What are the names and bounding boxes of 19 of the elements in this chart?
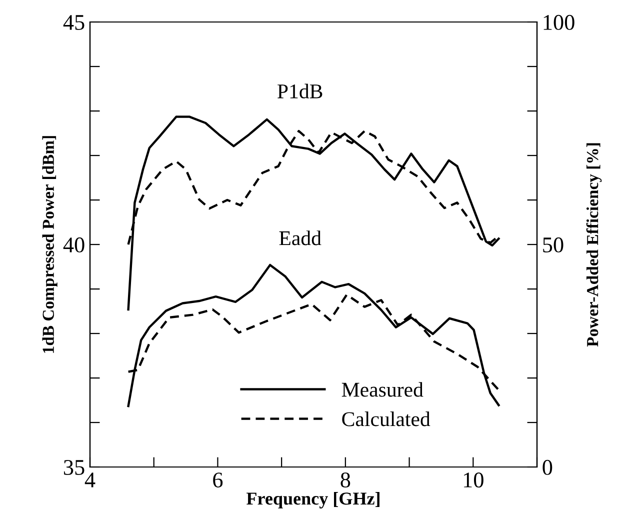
x-axis-title: Frequency [GHz] [246,492,380,508]
y2-tick-label: 0 [542,460,552,475]
y-tick-label: 35 [64,460,84,475]
y-axis-title: 1dB Compressed Power [dBm] [42,136,58,353]
x-tick-label: 8 [340,472,350,488]
x-tick-label: 6 [213,472,223,488]
x-tick-label: 4 [84,472,96,488]
y-tick-label: 45 [63,15,84,30]
y2-tick-label: 100 [544,14,574,30]
annotation: P1dB [278,84,322,98]
x-tick-label: 10 [464,472,484,488]
y2-axis-title: Power-Added Efficiency [%] [586,143,602,347]
y-tick-label: 40 [63,237,84,252]
legend-label: Calculated [342,412,430,426]
y2-tick-label: 50 [543,237,564,252]
annotation: Eadd [279,230,322,246]
line-series [127,264,500,408]
line-series [127,116,500,311]
legend-label: Measured [342,382,424,397]
